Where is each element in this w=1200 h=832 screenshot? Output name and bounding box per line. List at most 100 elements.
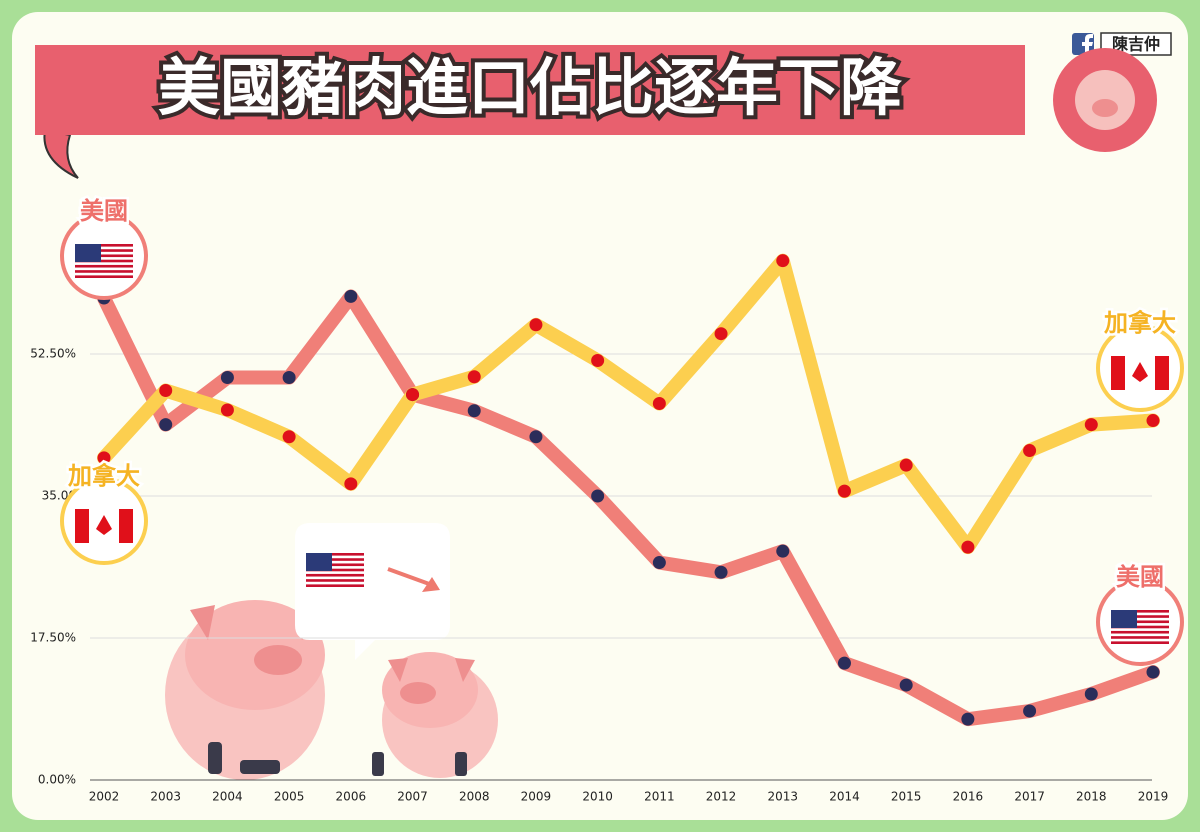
- x-tick-label: 2007: [397, 790, 428, 804]
- flag-stripe: [75, 249, 133, 252]
- y-tick-label: 52.50%: [30, 347, 76, 361]
- data-point: [467, 370, 481, 384]
- author: 陳吉仲: [1112, 35, 1160, 54]
- flag-stripe: [75, 254, 133, 258]
- data-point: [899, 458, 913, 472]
- title-banner: [35, 45, 1025, 135]
- data-point: [344, 477, 358, 491]
- series-label: 美國: [1116, 563, 1164, 591]
- flag-stripe: [75, 244, 133, 247]
- flag-stripe: [306, 558, 364, 561]
- banner-tail: [43, 128, 79, 179]
- series-line: [97, 253, 1160, 555]
- flag-stripe: [306, 584, 364, 587]
- data-point: [961, 540, 975, 554]
- chart-title: 美國豬肉進口佔比逐年下降: [158, 51, 902, 124]
- data-point: [220, 371, 234, 385]
- flag-bar: [119, 509, 133, 543]
- x-tick-label: 2010: [582, 790, 613, 804]
- flag-stripe: [75, 275, 133, 278]
- data-point: [837, 656, 851, 670]
- data-point: [159, 384, 173, 398]
- flag-bar: [75, 509, 89, 543]
- data-point: [591, 353, 605, 367]
- x-tick-label: 2018: [1076, 790, 1107, 804]
- data-point: [837, 484, 851, 498]
- data-point: [714, 565, 728, 579]
- flag-canton: [306, 553, 332, 571]
- flag-stripe: [306, 573, 364, 577]
- flag-stripe: [306, 553, 364, 556]
- x-tick-label: 2004: [212, 790, 243, 804]
- flag-stripe: [1111, 615, 1169, 618]
- data-point: [406, 388, 420, 402]
- flag-leaf: [96, 515, 112, 535]
- data-point: [899, 678, 913, 692]
- fb-glyph: [1082, 34, 1093, 55]
- flag-stripe: [1111, 641, 1169, 644]
- x-tick-label: 2002: [89, 790, 120, 804]
- flag-canton: [1111, 610, 1137, 628]
- data-point: [714, 327, 728, 341]
- series-label: 加拿大: [68, 462, 140, 490]
- flag-stripe: [1111, 625, 1169, 629]
- x-tick-label: 2011: [644, 790, 675, 804]
- data-point: [467, 404, 481, 418]
- series-label: 加拿大: [1104, 309, 1176, 337]
- flag-stripe: [306, 563, 364, 567]
- flag-stripe: [1111, 636, 1169, 639]
- data-point: [776, 254, 790, 268]
- x-tick-label: 2006: [336, 790, 367, 804]
- flag-stripe: [1111, 620, 1169, 624]
- flag-bar: [1155, 356, 1169, 390]
- pigs-illustration: [165, 600, 498, 780]
- x-tick-label: 2017: [1014, 790, 1045, 804]
- data-point: [1084, 687, 1098, 701]
- flag-stripe: [75, 264, 133, 268]
- flag-stripe: [75, 259, 133, 263]
- flag-stripe: [306, 579, 364, 582]
- data-point: [529, 430, 543, 444]
- x-tick-label: 2012: [706, 790, 737, 804]
- flag-stripe: [306, 568, 364, 572]
- flag-canton: [75, 244, 101, 262]
- flag-stripe: [1111, 630, 1169, 634]
- data-point: [529, 318, 543, 332]
- y-tick-label: 17.50%: [30, 631, 76, 645]
- data-point: [1146, 665, 1160, 679]
- series-label: 美國: [80, 197, 128, 225]
- data-point: [344, 289, 358, 303]
- x-tick-label: 2015: [891, 790, 922, 804]
- data-point: [282, 430, 296, 444]
- x-tick-label: 2014: [829, 790, 860, 804]
- arrow: [387, 567, 433, 587]
- x-tick-label: 2003: [150, 790, 181, 804]
- x-tick-label: 2005: [274, 790, 305, 804]
- data-point: [652, 556, 666, 570]
- x-tick-label: 2009: [521, 790, 552, 804]
- series-line: [97, 289, 1160, 727]
- logo-snout: [1092, 99, 1118, 117]
- author-box: [1100, 32, 1172, 56]
- data-point: [776, 544, 790, 558]
- flag-leaf: [1132, 362, 1148, 382]
- flag-stripe: [75, 270, 133, 273]
- data-point: [961, 712, 975, 726]
- y-tick-label: 0.00%: [38, 773, 76, 787]
- flag-bar: [1111, 356, 1125, 390]
- data-point: [1084, 418, 1098, 432]
- x-tick-label: 2013: [767, 790, 798, 804]
- data-point: [652, 396, 666, 410]
- x-tick-label: 2016: [953, 790, 984, 804]
- flag-stripe: [1111, 610, 1169, 613]
- speech-bubble: [295, 523, 450, 660]
- data-point: [1023, 444, 1037, 458]
- data-point: [1146, 414, 1160, 428]
- data-point: [220, 403, 234, 417]
- arrow-head: [422, 577, 440, 592]
- data-point: [282, 371, 296, 385]
- data-point: [1023, 704, 1037, 718]
- x-tick-label: 2008: [459, 790, 490, 804]
- data-point: [159, 418, 173, 432]
